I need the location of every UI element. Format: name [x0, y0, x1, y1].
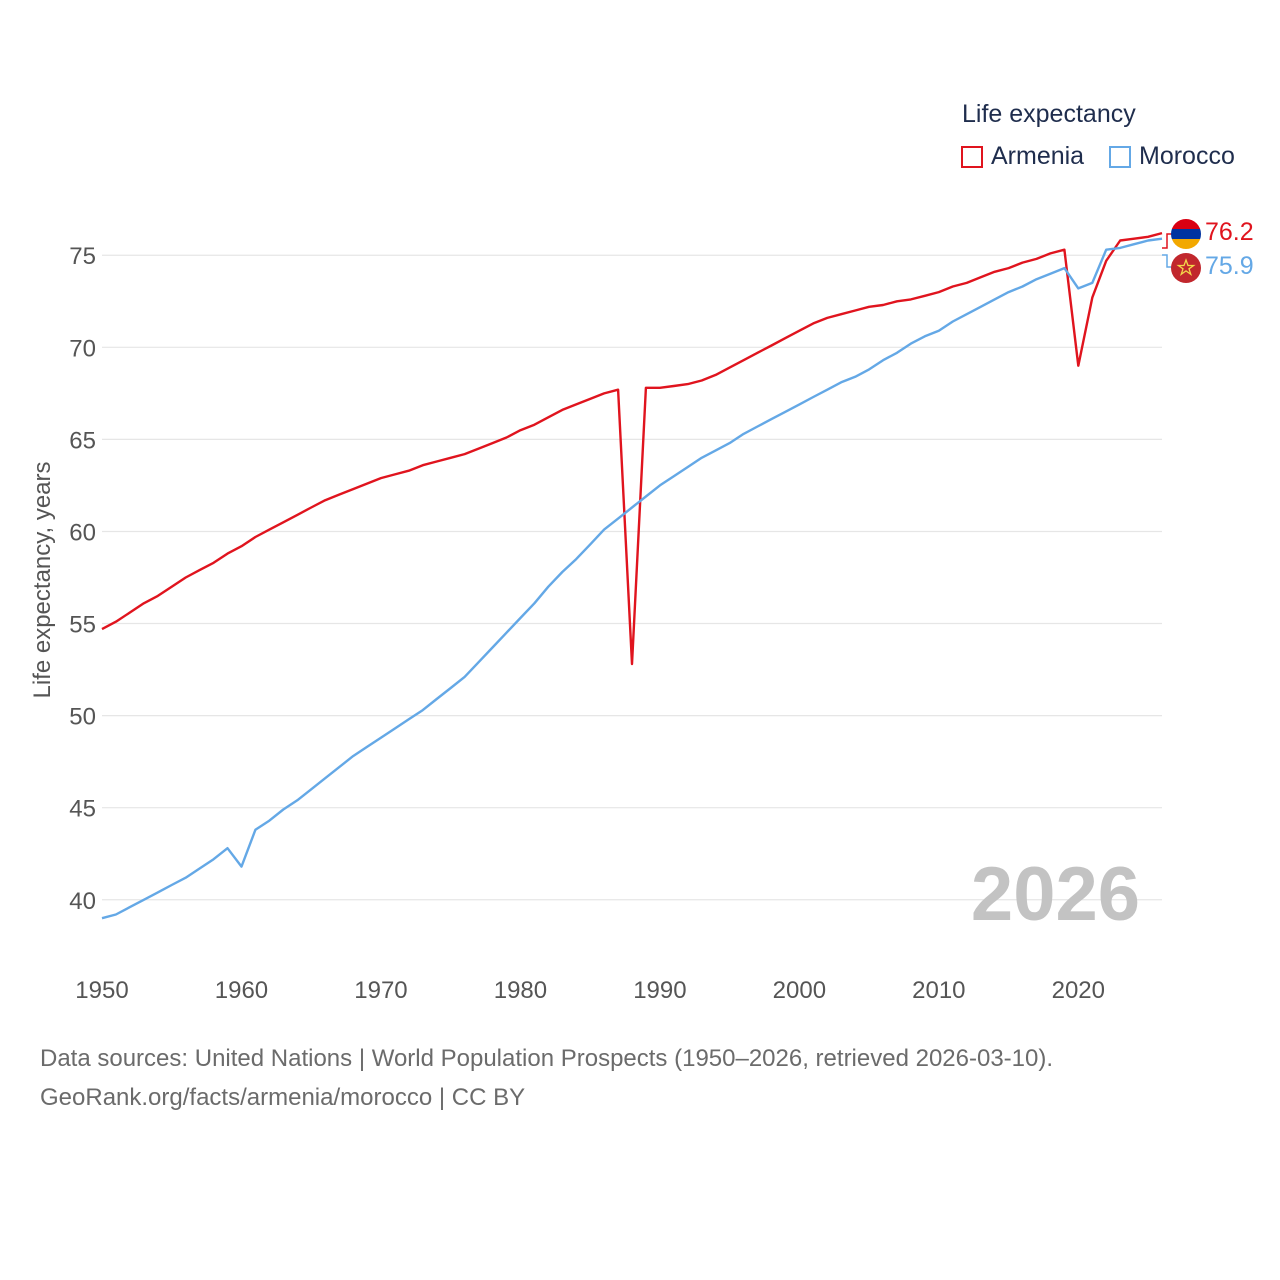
- x-tick-label: 1960: [215, 977, 268, 1004]
- armenia-flag-icon: [1171, 219, 1201, 249]
- x-tick-label: 2010: [912, 977, 965, 1004]
- legend-item-armenia[interactable]: Armenia: [961, 142, 1084, 171]
- attribution-link[interactable]: GeoRank.org/facts/armenia/morocco | CC B…: [40, 1084, 526, 1111]
- morocco-end-connector: [1162, 254, 1173, 268]
- legend-swatch-morocco: [1109, 145, 1131, 168]
- legend-title: Life expectancy: [962, 100, 1136, 128]
- series-line-armenia: [101, 231, 1163, 666]
- year-watermark: 2026: [971, 852, 1140, 937]
- y-tick-label: 50: [69, 704, 96, 731]
- y-tick-label: 70: [69, 335, 96, 362]
- morocco-final-value: 75.9: [1205, 252, 1254, 280]
- series-line-morocco: [101, 237, 1163, 920]
- armenia-final-value: 76.2: [1205, 218, 1254, 246]
- y-tick-label: 75: [69, 243, 96, 270]
- armenia-end-connector: [1162, 233, 1173, 249]
- y-axis-label: Life expectancy, years: [29, 461, 56, 698]
- y-tick-label: 45: [69, 796, 96, 823]
- legend-label-morocco: Morocco: [1139, 142, 1235, 170]
- y-tick-label: 65: [69, 427, 96, 454]
- x-tick-label: 1990: [633, 977, 686, 1004]
- morocco-flag-icon: [1171, 253, 1201, 283]
- x-axis-ticks: 1950 1960 1970 1980 1990 2000 2010 2020: [75, 977, 1105, 1004]
- x-tick-label: 1950: [75, 977, 128, 1004]
- data-source-note: Data sources: United Nations | World Pop…: [40, 1045, 1054, 1072]
- legend-label-armenia: Armenia: [991, 142, 1085, 170]
- y-tick-label: 55: [69, 612, 96, 639]
- x-tick-label: 1980: [494, 977, 547, 1004]
- gridlines: [102, 254, 1162, 901]
- x-tick-label: 2020: [1052, 977, 1105, 1004]
- y-axis-ticks: 40 45 50 55 60 65 70 75: [69, 243, 96, 915]
- legend-swatch-armenia: [961, 145, 983, 168]
- y-tick-label: 60: [69, 519, 96, 546]
- x-tick-label: 2000: [773, 977, 826, 1004]
- series-lines: [101, 231, 1163, 920]
- x-tick-label: 1970: [354, 977, 407, 1004]
- y-tick-label: 40: [69, 888, 96, 915]
- legend-item-morocco[interactable]: Morocco: [1109, 142, 1235, 171]
